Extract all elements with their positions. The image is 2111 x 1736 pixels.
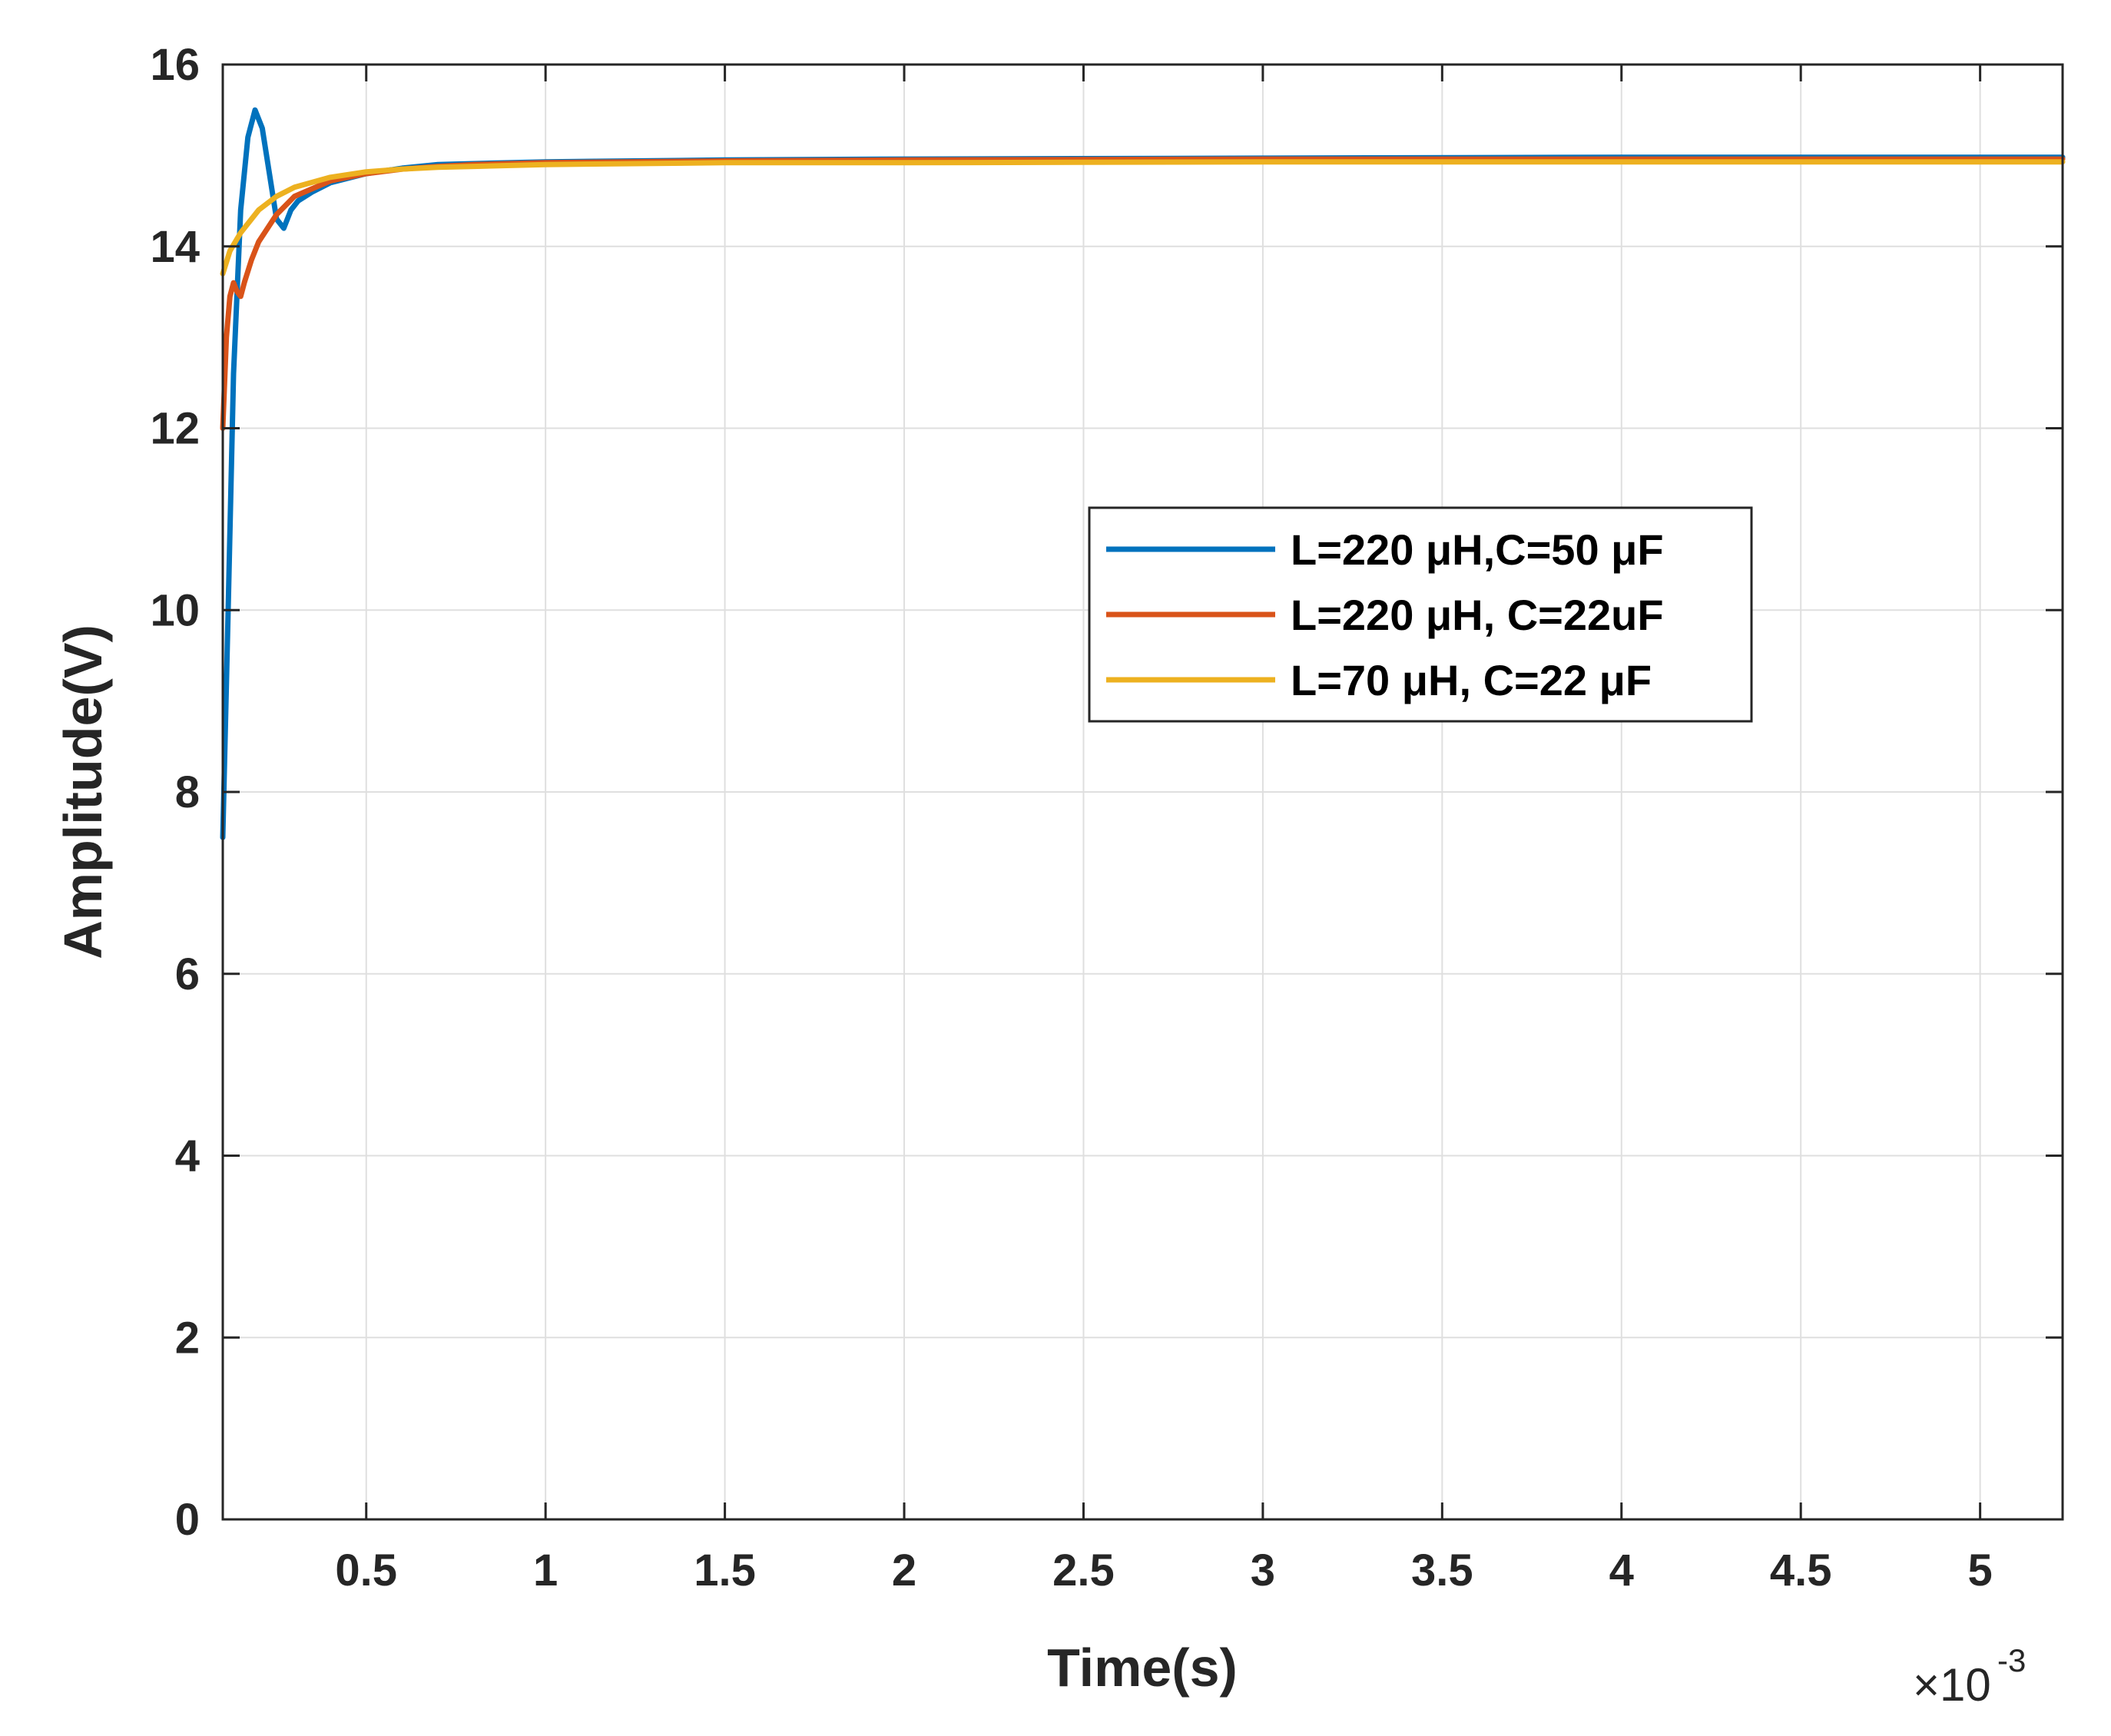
y-tick-label: 0: [175, 1495, 200, 1545]
x-tick-label: 1.5: [694, 1546, 756, 1595]
y-axis-label: Amplitude(V): [53, 624, 113, 959]
y-tick-label: 2: [175, 1313, 200, 1363]
x-tick-label: 4: [1609, 1546, 1634, 1595]
y-tick-label: 14: [150, 222, 200, 272]
x-tick-label: 3.5: [1411, 1546, 1473, 1595]
x-scale-exponent: ×10 -3: [1913, 1642, 2026, 1711]
x-tick-label: 3: [1251, 1546, 1275, 1595]
x-tick-label: 1: [533, 1546, 558, 1595]
axis-ticks: [223, 63, 2063, 1521]
legend-entries: L=220 μH,C=50 μF L=220 μH, C=22uF L=70 μH,…: [1106, 525, 1664, 704]
series-lines: [220, 107, 2066, 840]
x-tick-label: 5: [1967, 1546, 1992, 1595]
y-tick-label: 10: [150, 585, 200, 635]
x-tick-label: 4.5: [1770, 1546, 1832, 1595]
y-tick-label: 12: [150, 404, 200, 454]
legend: L=220 μH,C=50 μF L=220 μH, C=22uF L=70 μH,…: [1088, 506, 1753, 723]
x-axis-label: Time(s): [1047, 1638, 1238, 1698]
legend-label-1: L=220 μH,C=50 μF: [1291, 525, 1664, 574]
y-tick-label: 4: [175, 1131, 200, 1181]
series-line-3: [220, 159, 2066, 277]
legend-label-3: L=70 μH, C=22 μF: [1291, 656, 1652, 704]
x-tick-label: 2.5: [1052, 1546, 1115, 1595]
tick-labels: 0.5 1 1.5 2 2.5 3 3.5 4 4.5 5 0 2 4 6 8 10 12 14 16: [150, 40, 1992, 1595]
x-tick-label: 2: [892, 1546, 916, 1595]
y-tick-label: 16: [150, 40, 200, 90]
x-scale-power: -3: [1997, 1642, 2026, 1678]
legend-label-2: L=220 μH, C=22uF: [1291, 591, 1664, 639]
y-tick-label: 6: [175, 949, 200, 999]
x-scale-multiplier: ×10: [1913, 1659, 1991, 1711]
y-tick-label: 8: [175, 767, 200, 817]
x-tick-label: 0.5: [335, 1546, 397, 1595]
